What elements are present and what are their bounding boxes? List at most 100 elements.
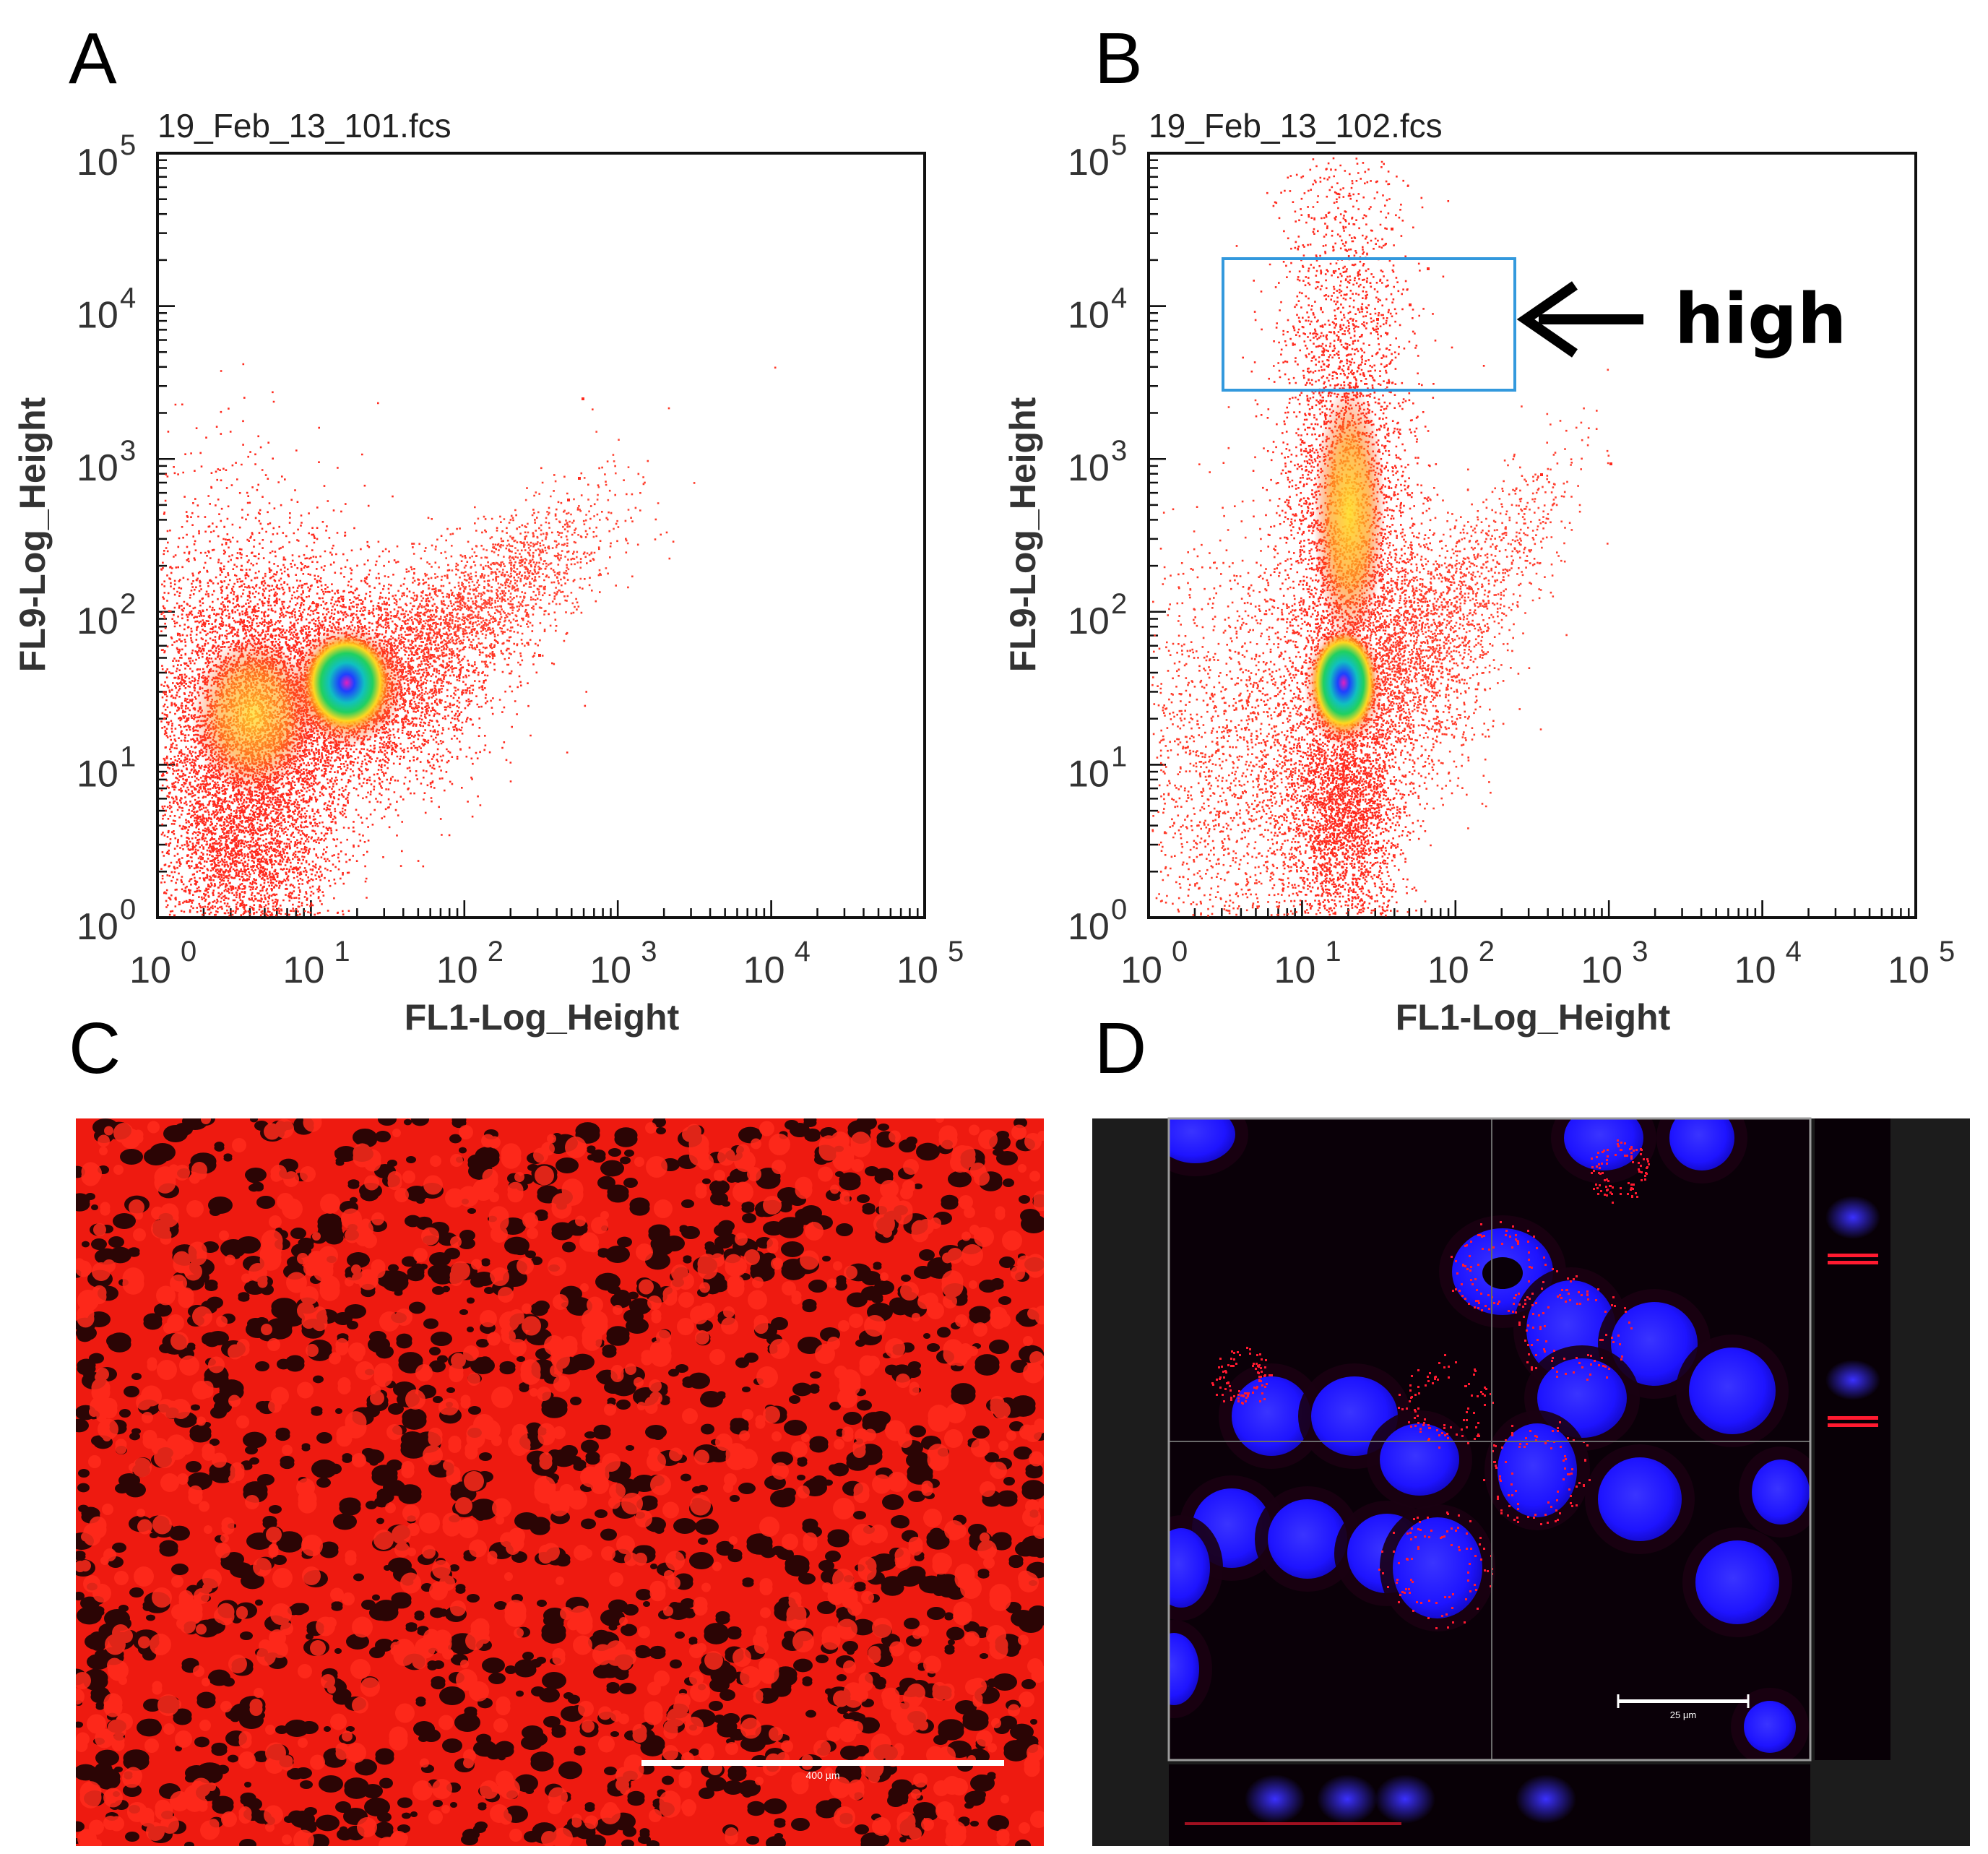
scatter-a xyxy=(160,363,777,917)
panel-letter-a: A xyxy=(69,18,117,99)
x-tick-label-base: 10 xyxy=(1888,949,1929,991)
scale-bar-d xyxy=(1618,1699,1748,1703)
ortho-yz-red-line xyxy=(1828,1261,1878,1264)
outlier-point xyxy=(582,397,584,400)
cell-nucleus xyxy=(1498,1423,1577,1517)
y-tick-label-exponent: 1 xyxy=(1111,741,1127,772)
x-tick-label-exponent: 3 xyxy=(1632,936,1648,967)
cell-nucleus xyxy=(1695,1540,1779,1624)
outlier-point xyxy=(1409,303,1412,306)
y-tick-label-exponent: 0 xyxy=(120,894,136,926)
y-tick-label-exponent: 4 xyxy=(120,283,136,314)
x-tick-label-exponent: 4 xyxy=(795,936,811,967)
ylabel-b: FL9-Log_Height xyxy=(1003,397,1043,672)
cell-nucleus xyxy=(1689,1348,1776,1434)
gate-label-high: high xyxy=(1674,279,1846,360)
x-tick-label-base: 10 xyxy=(1427,949,1469,991)
x-tick-label-exponent: 2 xyxy=(1479,936,1495,967)
ortho-xz-nucleus xyxy=(1516,1775,1576,1824)
y-tick-label-exponent: 1 xyxy=(120,741,136,772)
cell-nucleus xyxy=(1669,1118,1734,1170)
cell-vacuole xyxy=(1482,1257,1523,1289)
ticks-b xyxy=(1147,152,1917,919)
panel-c: C 400 µm xyxy=(69,1008,1044,1846)
micrograph-c-texture xyxy=(76,1118,1044,1846)
x-tick-label-base: 10 xyxy=(743,949,785,991)
panel-a: A 19_Feb_13_101.fcs 10 010 010 110 110 210 210… xyxy=(12,18,964,1038)
cell-nucleus xyxy=(1393,1517,1482,1618)
ortho-xz-nucleus xyxy=(1317,1775,1378,1824)
y-tick-label-exponent: 5 xyxy=(120,129,136,161)
panel-letter-b: B xyxy=(1094,18,1143,99)
cell-nucleus xyxy=(1752,1460,1810,1525)
cell-highlights xyxy=(76,1118,1044,1846)
orthogonal-yz-signal xyxy=(1825,1196,1880,1427)
xlabel-b: FL1-Log_Height xyxy=(1396,997,1671,1038)
panel-d: D 25 µm xyxy=(1092,1008,1970,1846)
gate-arrow-icon xyxy=(1516,281,1643,358)
file-title-a: 19_Feb_13_101.fcs xyxy=(157,107,451,145)
y-tick-label-base: 10 xyxy=(1068,447,1110,489)
cell-nucleus xyxy=(1232,1376,1311,1456)
x-tick-label-base: 10 xyxy=(436,949,478,991)
x-tick-label-exponent: 5 xyxy=(1939,936,1955,967)
panel-letter-d: D xyxy=(1094,1008,1146,1089)
y-tick-label-exponent: 0 xyxy=(1111,894,1127,926)
scale-bar-label-d: 25 µm xyxy=(1670,1709,1696,1720)
density-yellow xyxy=(191,636,314,795)
density-yellow xyxy=(1313,383,1386,643)
ortho-yz-nucleus xyxy=(1825,1196,1880,1239)
orthogonal-xz-signal xyxy=(1185,1775,1576,1825)
outlier-point xyxy=(567,499,570,501)
y-tick-label-exponent: 3 xyxy=(1111,435,1127,467)
y-tick-label-base: 10 xyxy=(1068,142,1110,184)
x-tick-label-base: 10 xyxy=(1581,949,1622,991)
micrograph-d-xy-border xyxy=(1167,1117,1812,1762)
x-tick-label-exponent: 0 xyxy=(1172,936,1188,967)
y-tick-label-base: 10 xyxy=(77,447,118,489)
plot-frame-b xyxy=(1147,152,1917,919)
x-tick-label-base: 10 xyxy=(129,949,171,991)
outlier-point xyxy=(1391,228,1393,230)
cell-nucleus xyxy=(1268,1499,1347,1579)
gate-box[interactable] xyxy=(1222,257,1516,392)
file-title-b: 19_Feb_13_102.fcs xyxy=(1149,107,1443,145)
density-core xyxy=(305,635,389,730)
outlier-point xyxy=(538,654,541,657)
x-tick-label-exponent: 0 xyxy=(181,936,196,967)
x-tick-label-exponent: 3 xyxy=(641,936,657,967)
scatter-b xyxy=(1151,157,1612,917)
ortho-xz-red-line xyxy=(1185,1822,1401,1825)
scale-bar-label-c: 400 µm xyxy=(806,1769,840,1781)
y-tick-label-base: 10 xyxy=(77,600,118,642)
ortho-yz-red-line xyxy=(1828,1416,1878,1420)
x-tick-label-base: 10 xyxy=(1120,949,1162,991)
dark-gaps xyxy=(76,1118,1044,1846)
x-tick-label-base: 10 xyxy=(282,949,324,991)
y-tick-label-base: 10 xyxy=(1068,295,1110,337)
y-tick-label-base: 10 xyxy=(1068,906,1110,948)
x-tick-label-exponent: 2 xyxy=(488,936,504,967)
y-tick-label-base: 10 xyxy=(77,142,118,184)
x-tick-label-exponent: 5 xyxy=(948,936,964,967)
x-tick-label-base: 10 xyxy=(589,949,631,991)
scale-bar-c xyxy=(641,1760,1004,1766)
outlier-point xyxy=(1609,462,1612,465)
ortho-yz-red-line xyxy=(1828,1254,1878,1257)
y-tick-label-base: 10 xyxy=(77,906,118,948)
cell-nucleus xyxy=(1169,1528,1210,1608)
x-tick-label-exponent: 4 xyxy=(1786,936,1802,967)
ortho-xz-nucleus xyxy=(1375,1775,1435,1824)
y-tick-label-base: 10 xyxy=(1068,600,1110,642)
y-tick-label-base: 10 xyxy=(77,753,118,795)
ylabel-a: FL9-Log_Height xyxy=(12,397,53,672)
x-tick-label-exponent: 1 xyxy=(1325,936,1341,967)
outlier-point xyxy=(578,477,581,480)
cell-nucleus xyxy=(1611,1302,1698,1386)
panel-letter-c: C xyxy=(69,1008,121,1089)
tick-labels-b: 10 010 010 110 110 210 210 310 310 410 410 510 5 xyxy=(1068,129,1955,991)
cell-nucleus xyxy=(1744,1701,1796,1753)
y-tick-label-exponent: 4 xyxy=(1111,283,1127,314)
cell-nucleus xyxy=(1598,1457,1682,1541)
